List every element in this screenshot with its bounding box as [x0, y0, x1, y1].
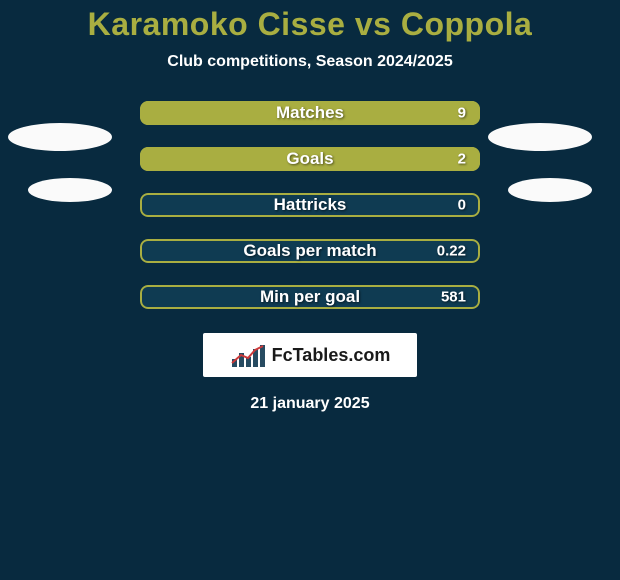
- content-root: Karamoko Cisse vs Coppola Club competiti…: [0, 0, 620, 580]
- stat-row: Min per goal 581: [0, 285, 620, 309]
- logo-text: FcTables.com: [272, 345, 391, 366]
- stat-label: Goals: [286, 149, 333, 169]
- stat-bar: Goals 2: [140, 147, 480, 171]
- stats-area: Matches 9 Goals 2 Hattricks 0 Goals per match 0…: [0, 101, 620, 309]
- stat-bar: Goals per match 0.22: [140, 239, 480, 263]
- stat-value: 2: [458, 151, 466, 168]
- page-subtitle: Club competitions, Season 2024/2025: [167, 53, 452, 71]
- logo-box: FcTables.com: [203, 333, 417, 377]
- stat-row: Hattricks 0: [0, 193, 620, 217]
- stat-bar: Hattricks 0: [140, 193, 480, 217]
- stat-label: Goals per match: [243, 241, 376, 261]
- stat-value: 0.22: [437, 243, 466, 260]
- stat-label: Hattricks: [274, 195, 347, 215]
- stat-value: 581: [441, 289, 466, 306]
- stat-bar: Min per goal 581: [140, 285, 480, 309]
- stat-row: Goals per match 0.22: [0, 239, 620, 263]
- stat-bar: Matches 9: [140, 101, 480, 125]
- stat-label: Min per goal: [260, 287, 360, 307]
- stat-label: Matches: [276, 103, 344, 123]
- stat-row: Matches 9: [0, 101, 620, 125]
- stat-row: Goals 2: [0, 147, 620, 171]
- stat-value: 9: [458, 105, 466, 122]
- date-text: 21 january 2025: [250, 395, 369, 413]
- page-title: Karamoko Cisse vs Coppola: [88, 6, 533, 43]
- stat-value: 0: [458, 197, 466, 214]
- logo-chart-icon: [230, 343, 266, 367]
